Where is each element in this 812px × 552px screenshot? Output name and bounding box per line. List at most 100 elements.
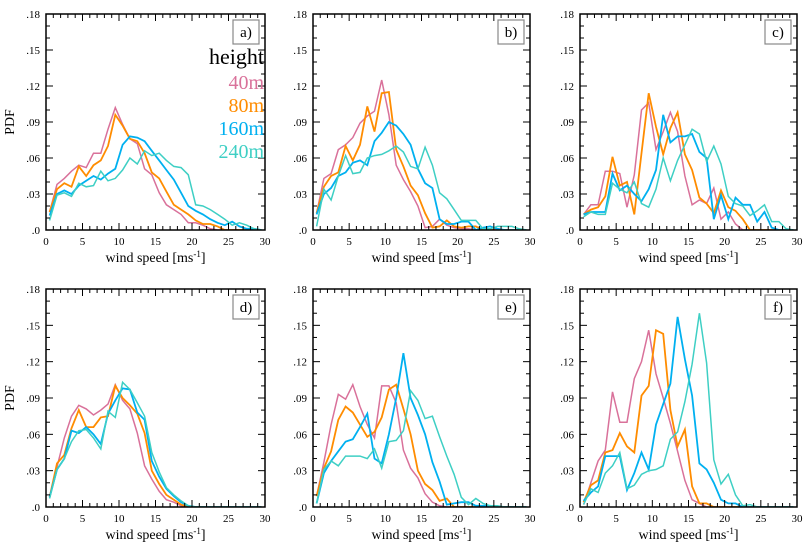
- panel-b: 0 5 10 15 20 25 30 .0 .03 .06 .09 .12 .15 .18 b) wind s…: [293, 9, 536, 266]
- y-tick-label: .09: [560, 117, 574, 129]
- series-line-240m: [315, 388, 527, 507]
- panel-label-box: [232, 294, 260, 320]
- x-tick-label: 0: [43, 236, 49, 248]
- x-tick-label: 5: [613, 236, 619, 248]
- x-tick-label: 10: [380, 236, 392, 248]
- y-axis-title: PDF: [3, 385, 18, 411]
- y-tick-label: .12: [26, 357, 40, 369]
- y-tick-label: .03: [26, 466, 40, 478]
- y-tick-label: .15: [293, 320, 307, 332]
- x-axis-title: wind speed [ms-1]: [638, 249, 738, 266]
- series-group: [315, 79, 527, 230]
- y-tick-label: .12: [560, 357, 574, 369]
- x-axis-title: wind speed [ms-1]: [638, 526, 738, 543]
- x-tick-label: 0: [43, 513, 49, 525]
- plot-frame: [579, 288, 798, 508]
- panel-d: 0 5 10 15 20 25 30 .0 .03 .06 .09 .12 .15 .18 d) wind s…: [3, 284, 271, 543]
- x-tick-label: 10: [114, 236, 126, 248]
- y-tick-label: .06: [293, 429, 307, 441]
- series-line-160m: [315, 353, 527, 507]
- x-axis-title: wind speed [ms-1]: [105, 249, 205, 266]
- x-tick-label: 20: [719, 236, 731, 248]
- x-tick-label: 20: [452, 513, 464, 525]
- panel-c: 0 5 10 15 20 25 30 .0 .03 .06 .09 .12 .15 .18 c) wind s…: [560, 9, 803, 266]
- panel-label: f): [773, 300, 783, 316]
- x-tick-label: 20: [719, 513, 731, 525]
- x-tick-label: 15: [683, 513, 695, 525]
- x-tick-label: 20: [452, 236, 464, 248]
- y-tick-label: .0: [566, 502, 575, 514]
- y-tick-label: .15: [560, 45, 574, 57]
- legend-title: height: [209, 44, 264, 69]
- y-tick-label: .18: [560, 9, 574, 21]
- series-group: [582, 313, 794, 507]
- panel-label-box: [232, 19, 260, 45]
- x-tick-label: 25: [223, 513, 235, 525]
- plot-frame: [312, 13, 531, 231]
- series-line-160m: [48, 387, 262, 507]
- x-tick-label: 30: [260, 236, 272, 248]
- y-tick-label: .18: [26, 9, 40, 21]
- x-tick-label: 25: [488, 513, 500, 525]
- y-tick-label: .0: [566, 225, 575, 237]
- legend-entry-160m: 160m: [218, 118, 264, 140]
- series-line-240m: [48, 380, 262, 507]
- x-tick-label: 25: [755, 513, 767, 525]
- y-tick-label: .0: [32, 225, 41, 237]
- y-tick-label: .03: [293, 466, 307, 478]
- y-tick-label: .15: [560, 320, 574, 332]
- series-line-240m: [315, 145, 527, 230]
- y-tick-label: .06: [560, 429, 574, 441]
- x-tick-label: 30: [525, 236, 537, 248]
- series-line-80m: [48, 383, 262, 507]
- panel-label-box: [497, 294, 525, 320]
- y-tick-label: .0: [32, 502, 41, 514]
- y-tick-label: .12: [26, 81, 40, 93]
- x-tick-label: 5: [346, 513, 352, 525]
- x-tick-label: 25: [488, 236, 500, 248]
- y-tick-label: .06: [26, 429, 40, 441]
- x-tick-label: 30: [792, 236, 804, 248]
- series-group: [48, 380, 262, 507]
- y-tick-label: .15: [26, 320, 40, 332]
- y-tick-label: .09: [293, 393, 307, 405]
- legend-entry-40m: 40m: [228, 72, 264, 94]
- x-axis-title: wind speed [ms-1]: [371, 526, 471, 543]
- series-line-40m: [315, 79, 527, 230]
- y-tick-label: .18: [293, 284, 307, 296]
- x-tick-label: 5: [80, 236, 86, 248]
- x-axis-title: wind speed [ms-1]: [371, 249, 471, 266]
- x-tick-label: 10: [647, 236, 659, 248]
- panel-e: 0 5 10 15 20 25 30 .0 .03 .06 .09 .12 .15 .18 e) wind s…: [293, 284, 536, 543]
- plot-frame: [579, 13, 798, 231]
- series-line-80m: [315, 90, 527, 230]
- y-tick-label: .09: [26, 117, 40, 129]
- x-tick-label: 30: [525, 513, 537, 525]
- y-tick-label: .18: [293, 9, 307, 21]
- series-group: [583, 93, 794, 230]
- panel-label-box: [764, 19, 792, 45]
- series-line-40m: [48, 105, 262, 230]
- x-tick-label: 25: [755, 236, 767, 248]
- y-axis-title: PDF: [3, 109, 18, 135]
- y-tick-label: .09: [26, 393, 40, 405]
- series-line-80m: [583, 93, 794, 230]
- panel-a: 0 5 10 15 20 25 30 .0 .03 .06 .09 .12 .15 .18 a) wind s…: [3, 9, 271, 266]
- panel-label: a): [240, 25, 252, 41]
- y-tick-label: .18: [26, 284, 40, 296]
- x-tick-label: 5: [613, 513, 619, 525]
- series-line-240m: [48, 149, 262, 230]
- x-tick-label: 15: [150, 236, 162, 248]
- y-tick-label: .12: [293, 357, 307, 369]
- x-tick-label: 5: [80, 513, 86, 525]
- series-line-160m: [582, 316, 794, 507]
- plot-frame: [45, 288, 266, 508]
- legend-entry-240m: 240m: [218, 141, 264, 163]
- y-tick-label: .15: [26, 45, 40, 57]
- series-line-80m: [48, 112, 262, 230]
- x-tick-label: 25: [223, 236, 235, 248]
- x-tick-label: 0: [577, 513, 583, 525]
- x-tick-label: 30: [260, 513, 272, 525]
- series-group: [315, 353, 527, 507]
